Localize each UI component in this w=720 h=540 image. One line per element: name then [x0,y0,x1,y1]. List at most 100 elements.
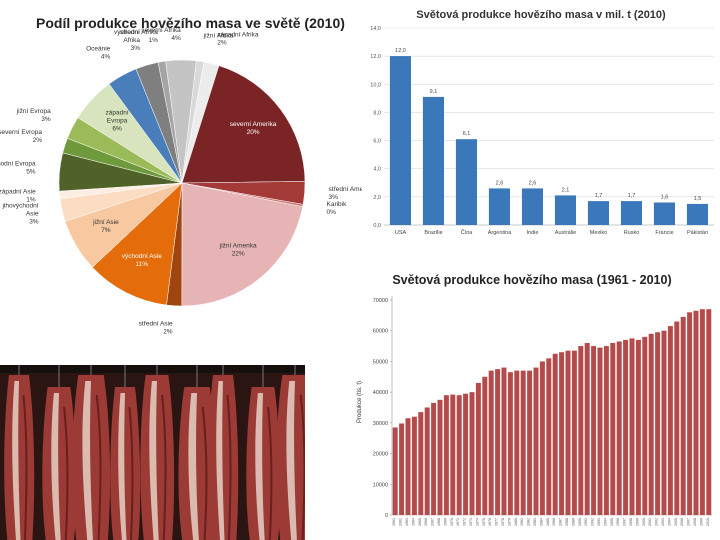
bar-category-label: Indie [527,230,539,236]
bar-value-label: 6,1 [463,131,471,137]
timeseries-y-axis-label: Produkce (tis. t) [357,381,363,423]
bar-y-tick-label: 2,0 [373,195,381,201]
col-x-tick-label: 1966 [424,518,428,526]
bar-mexiko [587,201,609,225]
pie-slice-severni-amerika [181,65,306,184]
col-bar-2001 [648,333,654,515]
col-x-tick-label: 1994 [603,518,607,526]
bar-category-label: Čína [461,229,474,236]
country-bar-chart-title: Světová produkce hovězího masa v mil. t … [416,9,666,21]
photo-carcass-shadow [95,394,102,540]
col-x-tick-label: 2004 [667,518,671,526]
pie-slice-vychodni-asie [92,182,183,306]
col-bar-1990 [578,346,584,515]
col-bar-1981 [520,370,526,515]
col-x-tick-label: 2010 [706,518,710,526]
photo-carcass-shadow [299,394,305,540]
photo-carcass-shadow [161,394,167,540]
col-x-tick-label: 1967 [431,518,435,526]
col-x-tick-label: 1968 [437,518,441,526]
col-x-tick-label: 1970 [450,518,454,526]
col-x-tick-label: 1987 [559,518,563,526]
col-bar-1969 [443,395,449,515]
col-bar-1976 [488,370,494,515]
col-bar-1978 [501,367,507,515]
bar-category-label: Francie [655,230,673,236]
col-bar-2004 [667,326,673,515]
col-x-tick-label: 1983 [533,518,537,526]
bar-value-label: 1,5 [694,196,702,202]
col-y-tick-label: 10000 [373,482,388,488]
pie-label-jihovychodni-asie: jihovýchodní Asie 3% [1,203,39,226]
col-bar-1977 [495,369,501,515]
col-y-tick-label: 70000 [373,298,388,304]
col-bar-1973 [469,392,475,515]
col-x-tick-label: 1982 [527,518,531,526]
bar-francie [653,202,675,225]
pie-label-oceanie: Oceánie 4% [86,46,111,61]
photo-carcass-fat [82,381,93,540]
pie-slice-jizni-amerika [181,182,303,307]
bar-category-label: Argentina [488,230,512,236]
bar-value-label: 1,7 [595,193,603,199]
timeseries-chart-panel: Světová produkce hovězího masa (1961 - 2… [352,262,720,540]
photo-carcass-shadow [267,406,273,540]
bar-y-tick-label: 14,0 [370,26,381,32]
bar-value-label: 1,7 [628,193,636,199]
photo-carcass-fat [118,393,127,540]
col-x-tick-label: 1972 [463,518,467,526]
col-x-tick-label: 1965 [418,518,422,526]
col-bar-1963 [405,418,411,515]
pie-label-severni-evropa: severní Evropa 2% [0,129,42,144]
col-bar-1964 [411,416,417,515]
pie-label-zapadni-evropa: západní Evropa 6% [106,110,129,133]
hanging-beef-carcasses-icon [0,365,305,540]
col-x-tick-label: 1963 [405,518,409,526]
bar-y-tick-label: 4,0 [373,167,381,173]
col-bar-1961 [392,427,398,515]
bar-category-label: Austrálie [555,230,576,236]
col-bar-2006 [680,316,686,515]
col-bar-1970 [450,394,456,515]
pie-chart-title: Podíl produkce hovězího masa ve světě (2… [36,15,345,31]
col-bar-1991 [584,343,590,515]
col-x-tick-label: 2002 [655,518,659,526]
bar-argentina [488,188,510,225]
col-x-tick-label: 1962 [399,518,403,526]
timeseries-chart-title: Světová produkce hovězího masa (1961 - 2… [392,273,671,287]
col-x-tick-label: 2000 [642,518,646,526]
bar-value-label: 2,6 [529,180,537,186]
bar-pakistan [686,203,708,225]
col-x-tick-label: 1984 [539,518,543,526]
col-bar-1986 [552,353,558,515]
col-bar-1992 [591,346,597,515]
col-x-tick-label: 1990 [578,518,582,526]
col-x-tick-label: 2005 [674,518,678,526]
bar-y-tick-label: 0,0 [373,223,381,229]
country-bar-chart-panel: Světová produkce hovězího masa v mil. t … [362,0,720,250]
pie-chart: Podíl produkce hovězího masa ve světě (2… [0,15,362,336]
bar-brazilie [422,96,444,226]
bar-category-label: Rusko [624,230,640,236]
col-x-tick-label: 1985 [546,518,550,526]
col-bar-1966 [424,407,430,515]
col-y-tick-label: 20000 [373,452,388,458]
col-x-tick-label: 1986 [552,518,556,526]
photo-carcass-fat [188,393,199,540]
bar-y-tick-label: 12,0 [370,54,381,60]
col-x-tick-label: 2009 [699,518,703,526]
pie-label-severni-afrika: severní Afrika 4% [141,27,181,42]
photo-carcass-shadow [226,394,232,540]
photo-carcass-fat [216,381,225,540]
col-bar-2007 [687,312,693,515]
timeseries-chart: Světová produkce hovězího masa (1961 - 2… [357,273,712,526]
col-bar-1993 [597,347,603,515]
col-x-tick-label: 1969 [443,518,447,526]
col-y-tick-label: 30000 [373,421,388,427]
bar-australie [554,195,576,225]
pie-label-jizni-asie: jižní Asie 7% [92,219,119,234]
col-bar-1996 [616,341,622,515]
col-bar-1967 [431,402,437,515]
bar-value-label: 2,1 [562,187,570,193]
col-bar-1980 [514,370,520,515]
